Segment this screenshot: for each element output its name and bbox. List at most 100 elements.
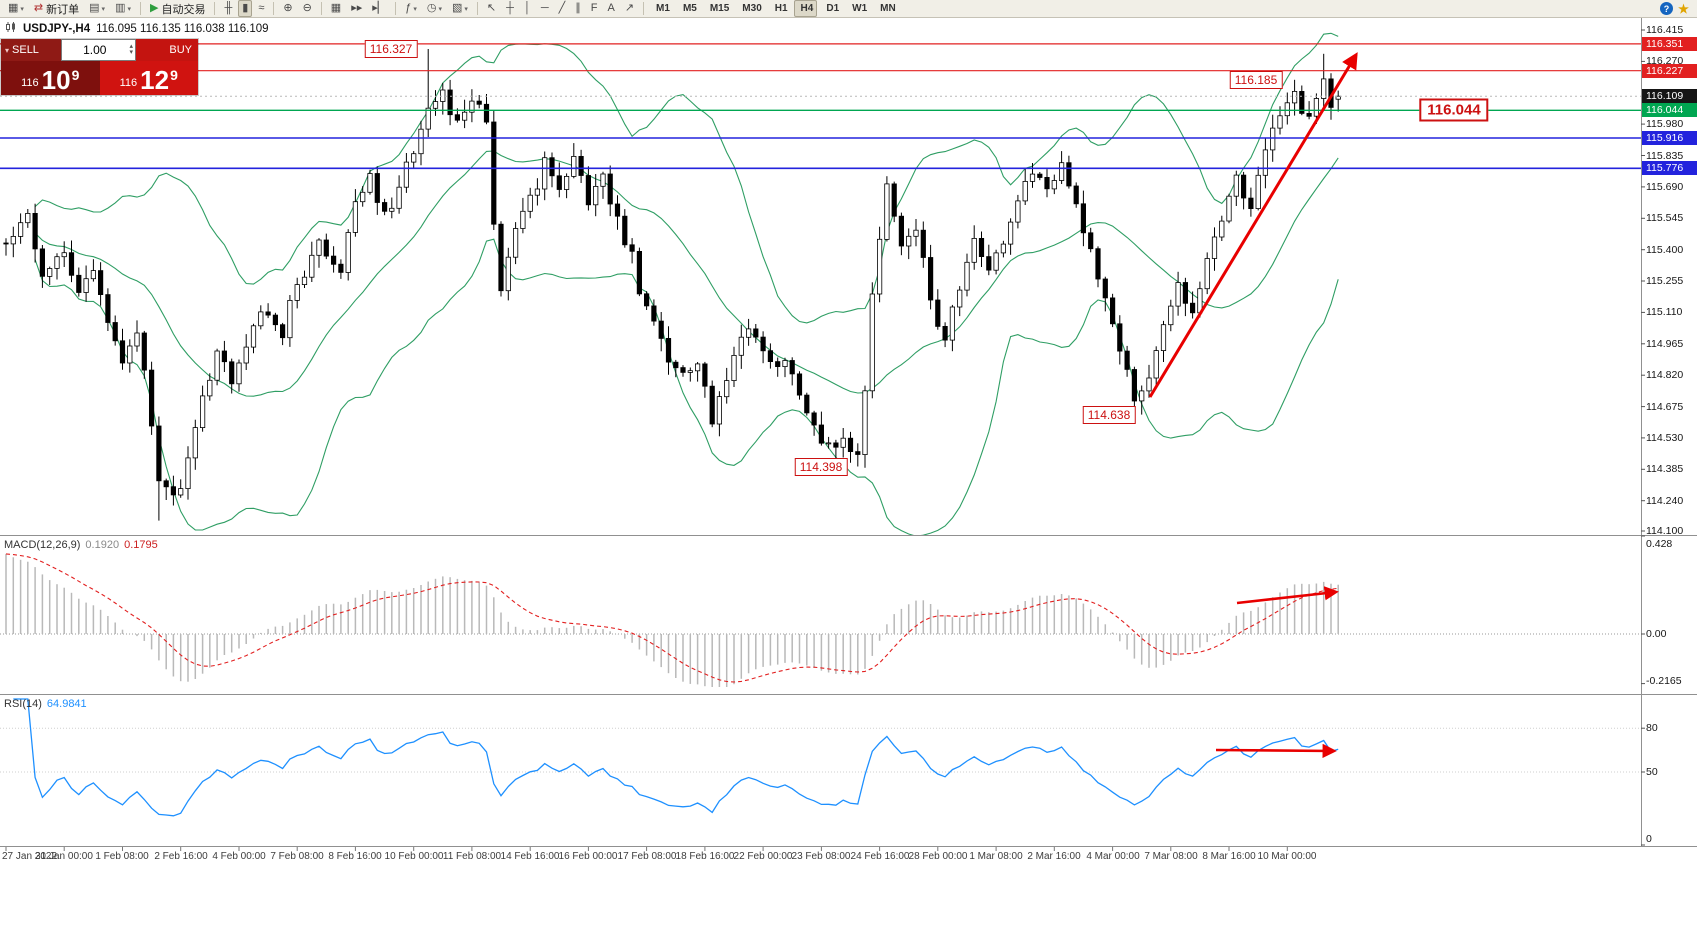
- toolbar-separator: [273, 2, 275, 15]
- rsi-header: RSI(14) 64.9841: [4, 698, 87, 710]
- tf-d1-button[interactable]: D1: [819, 0, 843, 17]
- sell-price-pip: 9: [71, 67, 80, 83]
- line-chart-icon: ≈: [258, 2, 265, 14]
- price-annotation[interactable]: 114.638: [1082, 406, 1136, 424]
- zoom-out-button[interactable]: ⊖: [299, 0, 316, 17]
- one-click-trading-panel: ▾ SELL 1.00 ▴ ▾ BUY 116 10 9 116: [1, 39, 198, 95]
- crosshair-button[interactable]: ┼: [502, 0, 518, 17]
- horizontal-line-button[interactable]: ─: [537, 0, 553, 17]
- price-annotation[interactable]: 114.398: [794, 458, 848, 476]
- profiles-button[interactable]: ▥ ▾: [111, 0, 135, 17]
- candlestick-chart-button[interactable]: ▮: [238, 0, 253, 17]
- auto-scroll-button[interactable]: ▸▸: [347, 0, 366, 17]
- volume-input[interactable]: 1.00 ▴ ▾: [61, 39, 136, 61]
- buy-price-pip: 9: [170, 67, 178, 83]
- tf-h1-button[interactable]: H1: [768, 0, 792, 17]
- cursor-icon: ↖: [486, 2, 497, 14]
- price-annotation[interactable]: 116.327: [364, 40, 418, 58]
- arrows-icon: ↗: [624, 2, 635, 14]
- toolbar: ▦ ▾ ⇄ 新订单 ▤ ▾ ▥ ▾ ▶ 自动交易 ╫ ▮ ≈ ⊕ ⊖ ▦ ▸▸ ▸▏ ƒ ▾ ◷ ▾ ▧ ▾ ↖ ┼ │ ─ ╱ ∥ F A ↗…: [0, 0, 1697, 18]
- tf-m30-button[interactable]: M30: [735, 0, 765, 17]
- tf-m1-button[interactable]: M1: [649, 0, 674, 17]
- channel-icon: ∥: [575, 2, 581, 14]
- dropdown-arrow-icon: ▾: [464, 5, 468, 13]
- zoom-in-icon: ⊕: [283, 2, 293, 14]
- volume-down-icon[interactable]: ▾: [129, 49, 133, 56]
- panel-collapse-icon[interactable]: ▾: [5, 45, 10, 55]
- symbol-period-label: USDJPY-,H4: [23, 22, 91, 35]
- tf-m15-button[interactable]: M15: [703, 0, 733, 17]
- toolbar-separator: [320, 2, 322, 15]
- toolbar-separator: [139, 2, 141, 15]
- favorites-button[interactable]: ★: [1678, 1, 1689, 16]
- trendline-icon: ╱: [558, 2, 566, 14]
- toolbar-separator: [395, 2, 397, 15]
- macd-header: MACD(12,26,9) 0.1920 0.1795: [4, 539, 158, 551]
- price-annotation[interactable]: 116.044: [1419, 98, 1489, 122]
- buy-price-prefix: 116: [119, 77, 138, 89]
- cursor-button[interactable]: ↖: [483, 0, 500, 17]
- tile-windows-button[interactable]: ▦: [327, 0, 345, 17]
- toolbar-right: ? ★: [1660, 1, 1694, 16]
- volume-up-icon[interactable]: ▴: [129, 43, 133, 50]
- indicators-icon: ƒ: [405, 2, 412, 14]
- bar-chart-button[interactable]: ╫: [220, 0, 236, 17]
- fibonacci-button[interactable]: F: [587, 0, 602, 17]
- dropdown-arrow-icon: ▾: [413, 5, 417, 13]
- tf-mn-button-label: MN: [880, 3, 896, 14]
- rsi-value: 64.9841: [46, 698, 87, 710]
- rsi-label: RSI(14): [4, 698, 42, 710]
- tf-h4-button-label: H4: [800, 3, 814, 14]
- tf-d1-button-label: D1: [826, 3, 840, 14]
- trendline-button[interactable]: ╱: [555, 0, 570, 17]
- zoom-in-button[interactable]: ⊕: [279, 0, 296, 17]
- tf-w1-button-label: W1: [852, 3, 868, 14]
- tf-h4-button[interactable]: H4: [793, 0, 818, 17]
- tf-mn-button[interactable]: MN: [873, 0, 900, 17]
- sell-price-button[interactable]: 116 10 9: [1, 61, 100, 95]
- tf-h1-button-label: H1: [774, 3, 788, 14]
- zoom-out-icon: ⊖: [302, 2, 312, 14]
- templates-icon: ▧: [452, 2, 463, 14]
- sell-button-label: SELL: [12, 44, 39, 56]
- tf-w1-button[interactable]: W1: [845, 0, 871, 17]
- volume-spinner[interactable]: ▴ ▾: [127, 43, 135, 56]
- auto-scroll-icon: ▸▸: [351, 2, 363, 14]
- buy-price-button[interactable]: 116 12 9: [99, 61, 198, 95]
- vertical-line-icon: │: [523, 2, 531, 14]
- chart-info: USDJPY-,H4 116.095 116.135 116.038 116.1…: [5, 21, 269, 36]
- tf-m15-button-label: M15: [709, 3, 730, 14]
- buy-button[interactable]: BUY: [136, 39, 198, 61]
- charts-button[interactable]: ▤ ▾: [85, 0, 109, 17]
- chart-shift-button[interactable]: ▸▏: [368, 0, 390, 17]
- periods-button[interactable]: ◷ ▾: [423, 0, 446, 17]
- arrows-button[interactable]: ↗: [621, 0, 638, 17]
- indicators-button[interactable]: ƒ ▾: [401, 0, 421, 17]
- macd-label: MACD(12,26,9): [4, 539, 81, 551]
- dropdown-arrow-icon: ▾: [127, 5, 131, 13]
- new-chart-button[interactable]: ▦ ▾: [4, 0, 28, 17]
- tf-m1-button-label: M1: [656, 3, 670, 14]
- bar-chart-icon: ╫: [224, 2, 233, 14]
- sell-price-big: 10: [41, 65, 71, 95]
- toolbar-separator: [214, 2, 216, 15]
- crosshair-icon: ┼: [506, 2, 514, 14]
- tf-m30-button-label: M30: [742, 3, 762, 14]
- text-button[interactable]: A: [603, 0, 618, 17]
- line-chart-button[interactable]: ≈: [254, 0, 268, 17]
- help-button[interactable]: ?: [1660, 2, 1673, 15]
- buy-button-label: BUY: [169, 44, 192, 56]
- sell-button[interactable]: ▾ SELL: [1, 39, 61, 61]
- autotrading-button[interactable]: ▶ 自动交易: [146, 0, 209, 17]
- dropdown-arrow-icon: ▾: [438, 5, 442, 13]
- templates-button[interactable]: ▧ ▾: [448, 0, 472, 17]
- toolbar-separator: [476, 2, 478, 15]
- new-order-button[interactable]: ⇄ 新订单: [30, 0, 83, 17]
- tf-m5-button[interactable]: M5: [676, 0, 701, 17]
- vertical-line-button[interactable]: │: [520, 0, 535, 17]
- charts-icon: ▤: [89, 2, 100, 14]
- channel-button[interactable]: ∥: [571, 0, 585, 17]
- price-annotation[interactable]: 116.185: [1229, 71, 1283, 89]
